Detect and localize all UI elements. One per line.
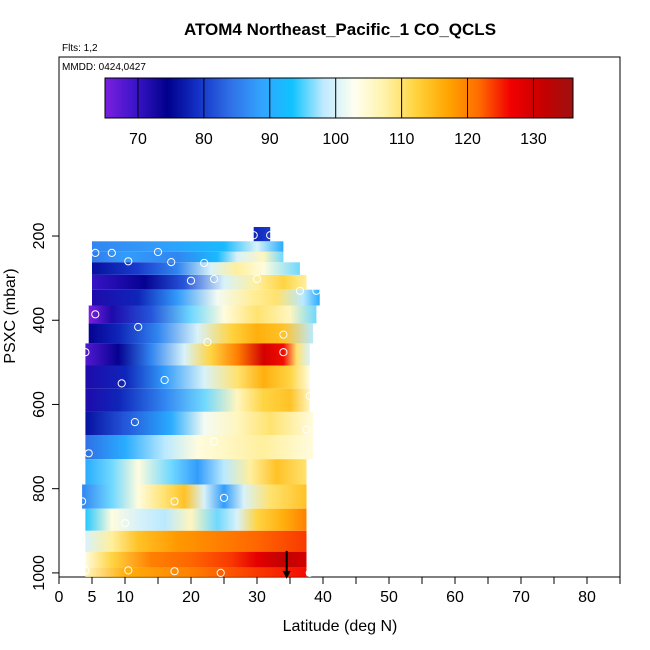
flight-point xyxy=(130,418,139,427)
flight-points xyxy=(78,231,321,578)
colorbar-tick-label: 110 xyxy=(389,131,415,148)
flight-point xyxy=(153,247,163,257)
flight-point xyxy=(134,322,143,332)
heatmap-row xyxy=(85,388,310,412)
x-tick-label: 10 xyxy=(116,589,134,606)
x-tick-label: 20 xyxy=(182,589,200,606)
x-tick-label: 50 xyxy=(380,589,398,606)
heatmap-row xyxy=(85,435,314,460)
flight-point xyxy=(91,310,100,319)
heatmap-row xyxy=(82,484,307,509)
flight-point xyxy=(219,493,229,502)
flight-point xyxy=(266,231,275,240)
surface-marker xyxy=(282,550,291,579)
flight-point xyxy=(210,437,219,446)
flight-point xyxy=(249,231,258,240)
y-tick-label: 800 xyxy=(31,475,48,502)
marker-arrow-head xyxy=(282,570,291,579)
heatmap-row xyxy=(85,365,310,389)
y-tick-label: 200 xyxy=(31,223,48,250)
heatmap-row xyxy=(88,323,314,344)
x-tick-label: 0 xyxy=(55,589,64,606)
x-tick-label: 70 xyxy=(512,589,530,606)
y-tick-label: 1000 xyxy=(31,555,48,591)
x-tick-label: 80 xyxy=(578,589,596,606)
flight-point xyxy=(78,497,87,506)
flight-point xyxy=(200,258,209,268)
flight-point xyxy=(81,348,90,357)
flight-point xyxy=(302,425,311,434)
flight-point xyxy=(107,248,116,257)
flight-point xyxy=(170,567,179,576)
x-tick-label: 40 xyxy=(314,589,332,606)
flight-point xyxy=(295,286,304,295)
colorbar-tick-label: 90 xyxy=(261,131,279,148)
heatmap-rows xyxy=(82,227,320,577)
x-axis: 0 5 10 20 30 40 50 60 70 80 xyxy=(55,577,621,606)
heatmap-row xyxy=(92,251,284,263)
flight-point xyxy=(305,391,314,401)
flight-point xyxy=(84,449,93,458)
heatmap-row xyxy=(85,459,307,485)
y-axis-label: PSXC (mbar) xyxy=(2,268,19,363)
flight-point xyxy=(167,258,176,267)
flight-point xyxy=(124,566,133,575)
heatmap-row xyxy=(253,227,271,242)
y-tick-label: 400 xyxy=(31,307,48,334)
colorbar-tick-label: 100 xyxy=(322,131,349,148)
heatmap-row xyxy=(92,262,300,275)
heatmap-row xyxy=(85,530,307,552)
colorbar-tick-label: 130 xyxy=(520,131,547,148)
colorbar-gradient xyxy=(104,77,574,119)
heatmap-row xyxy=(85,343,310,366)
flight-point xyxy=(117,379,126,388)
flights-label: Flts: 1,2 xyxy=(62,43,98,54)
flight-point xyxy=(124,257,133,266)
heatmap-row xyxy=(92,289,320,306)
x-axis-label: Latitude (deg N) xyxy=(283,618,398,635)
heatmap-row xyxy=(92,275,307,290)
date-label: MMDD: 0424,0427 xyxy=(62,62,146,73)
heatmap-row xyxy=(85,567,307,577)
x-tick-label: 5 xyxy=(88,589,97,606)
flight-point xyxy=(203,338,212,347)
colorbar-tick-label: 120 xyxy=(454,131,481,148)
y-tick-label: 600 xyxy=(31,391,48,418)
flight-point xyxy=(91,248,100,257)
heatmap-row xyxy=(85,411,314,435)
flight-point xyxy=(279,348,288,357)
chart-title: ATOM4 Northeast_Pacific_1 CO_QCLS xyxy=(184,20,496,39)
x-tick-label: 30 xyxy=(248,589,266,606)
flight-point xyxy=(170,497,179,506)
colorbar-tick-label: 80 xyxy=(195,131,213,148)
flight-point xyxy=(120,519,130,528)
flight-point xyxy=(186,276,196,285)
heatmap-row xyxy=(85,508,307,531)
plot-frame xyxy=(58,56,621,578)
y-axis: 200 400 600 800 1000 xyxy=(31,223,59,591)
x-tick-label: 60 xyxy=(446,589,464,606)
flight-point xyxy=(252,274,262,284)
flight-point xyxy=(312,286,321,295)
colorbar-tick-label: 70 xyxy=(129,131,147,148)
flight-point xyxy=(81,566,90,575)
flight-point xyxy=(216,568,225,578)
heatmap-row xyxy=(92,241,284,252)
flight-point xyxy=(279,330,288,339)
colorbar: 70 80 90 100 110 120 130 xyxy=(104,77,574,148)
flight-point xyxy=(305,568,314,578)
heatmap-row xyxy=(88,305,317,324)
flight-point xyxy=(160,375,169,385)
heatmap-row xyxy=(85,551,307,568)
flight-point xyxy=(210,274,219,284)
